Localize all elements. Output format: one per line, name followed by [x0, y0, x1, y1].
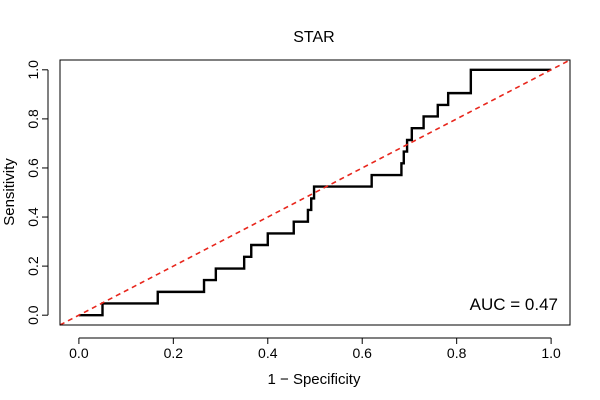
x-tick-label: 0.6	[352, 345, 372, 361]
y-tick-label: 0.4	[25, 207, 41, 227]
y-tick-label: 0.8	[25, 109, 41, 129]
x-axis-label: 1 − Specificity	[268, 371, 361, 388]
roc-curve-line	[78, 68, 552, 317]
x-tick-label: 1.0	[541, 345, 561, 361]
auc-annotation: AUC = 0.47	[470, 295, 558, 314]
series-layer	[59, 59, 571, 326]
y-axis-label: Sensitivity	[1, 158, 18, 226]
x-tick-label: 0.8	[447, 345, 467, 361]
x-tick-label: 0.2	[164, 345, 184, 361]
y-tick-label: 0.6	[25, 158, 41, 178]
reference-diagonal-line	[59, 59, 571, 326]
plot-frame	[59, 59, 571, 326]
y-tick-label: 1.0	[25, 60, 41, 80]
ticks-layer: 0.0 0.2 0.4 0.6 0.8 1.0 0.0 0.2 0.4 0.6 0.8 1.0	[25, 60, 561, 361]
chart-title: STAR	[293, 29, 334, 46]
y-tick-label: 0.2	[25, 256, 41, 276]
y-tick-label: 0.0	[25, 305, 41, 325]
x-tick-label: 0.4	[258, 345, 278, 361]
x-tick-label: 0.0	[69, 345, 89, 361]
